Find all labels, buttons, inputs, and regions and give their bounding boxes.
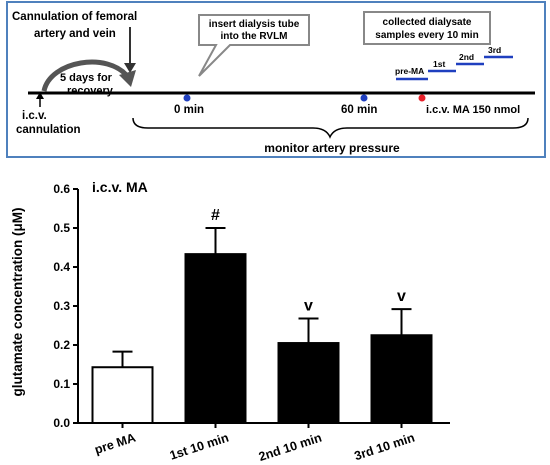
time-0-label: 0 min <box>174 104 204 116</box>
ma-injection-label: i.c.v. MA 150 nmol <box>426 104 520 116</box>
insert-line2: into the RVLM <box>220 31 287 42</box>
monitor-label: monitor artery pressure <box>264 141 400 155</box>
pre-ma-label: pre-MA <box>395 66 424 76</box>
y-tick-label: 0.2 <box>53 338 70 352</box>
collected-line1: collected dialysate <box>383 17 472 28</box>
recovery-arc-arrow-head <box>119 70 136 87</box>
bar-chart: 0.0 0.1 0.2 0.3 0.4 0.5 0.6 pre MA 1st 10 min 2nd… <box>0 170 550 465</box>
x-tick-label: pre MA <box>93 431 138 457</box>
collected-callout-box <box>363 11 491 45</box>
monitor-brace <box>132 117 529 139</box>
chart-title: i.c.v. MA <box>92 179 148 195</box>
femoral-arrow-head <box>124 63 136 73</box>
y-tick-label: 0.6 <box>53 182 70 196</box>
bar <box>277 342 340 424</box>
y-tick-label: 0.3 <box>53 299 70 313</box>
ma-injection-dot <box>418 94 426 102</box>
time-0-dot <box>183 94 191 102</box>
insert-line1: insert dialysis tube <box>209 19 300 30</box>
y-tick-label: 0.5 <box>53 221 70 235</box>
bar <box>370 334 433 424</box>
x-tick-label: 2nd 10 min <box>257 431 323 464</box>
time-60-label: 60 min <box>341 104 377 116</box>
chart-marks: # v v <box>91 207 433 424</box>
cannulation-femoral-line2: artery and vein <box>34 28 116 40</box>
insert-callout-box <box>198 14 310 77</box>
chart-svg: 0.0 0.1 0.2 0.3 0.4 0.5 0.6 pre MA 1st 10 min 2nd… <box>10 179 450 464</box>
bar <box>91 366 154 424</box>
icv-line2: cannulation <box>16 124 81 136</box>
significance-mark: v <box>304 297 313 314</box>
x-tick-label: 3rd 10 min <box>353 431 417 464</box>
time-60-dot <box>360 94 368 102</box>
y-tick-label: 0.0 <box>53 416 70 430</box>
y-tick-label: 0.4 <box>53 260 70 274</box>
icv-arrow-head <box>36 92 44 99</box>
timeline-panel: Cannulation of femoral artery and vein 5… <box>6 1 546 158</box>
second-label: 2nd <box>459 52 474 62</box>
cannulation-femoral-line1: Cannulation of femoral <box>12 11 137 23</box>
recovery-line1: 5 days for <box>60 72 113 84</box>
collected-line2: samples every 10 min <box>375 30 478 41</box>
icv-line1: i.c.v. <box>22 110 47 122</box>
y-tick-label: 0.1 <box>53 377 70 391</box>
significance-mark: # <box>211 207 220 224</box>
sample-bars <box>396 55 513 81</box>
x-tick-label: 1st 10 min <box>168 431 230 463</box>
bar <box>184 253 247 424</box>
first-label: 1st <box>433 59 445 69</box>
significance-mark: v <box>397 288 406 305</box>
timeline-diagram: Cannulation of femoral artery and vein 5… <box>12 11 535 155</box>
recovery-line2: recovery <box>67 85 114 97</box>
third-label: 3rd <box>488 45 501 55</box>
y-axis-label: glutamate concentration (μM) <box>10 207 25 396</box>
recovery-arc-arrow <box>41 59 130 92</box>
